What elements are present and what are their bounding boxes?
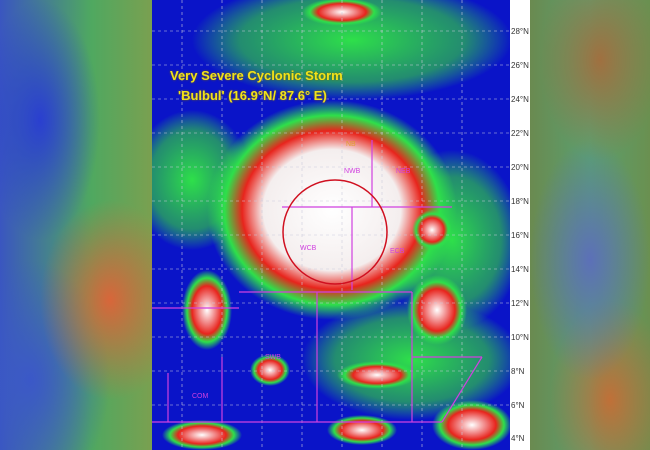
region-label: ECB: [390, 248, 405, 255]
lat-label: 28°N: [511, 27, 529, 36]
storm-title: Very Severe Cyclonic Storm 'Bulbul' (16.…: [170, 66, 343, 106]
cyclone-center-circle: [282, 179, 388, 285]
lat-label: 14°N: [511, 265, 529, 274]
region-label: NWB: [344, 168, 361, 175]
region-label: NEB: [396, 168, 411, 175]
lat-label: 6°N: [511, 401, 525, 410]
lat-lon-grid: [152, 0, 510, 450]
latitude-axis: 28°N 26°N 24°N 22°N 20°N 18°N 16°N 14°N …: [510, 0, 530, 450]
storm-title-line2: 'Bulbul' (16.9°N/ 87.6° E): [178, 88, 327, 103]
lat-label: 22°N: [511, 129, 529, 138]
region-label: NB: [346, 141, 356, 148]
lat-label: 18°N: [511, 197, 529, 206]
lat-label: 10°N: [511, 333, 529, 342]
blurred-background-left: [0, 0, 152, 450]
lat-label: 8°N: [511, 367, 525, 376]
region-label: WCB: [300, 245, 317, 252]
lat-label: 24°N: [511, 95, 529, 104]
region-label: SWB: [265, 354, 281, 361]
lat-label: 4°N: [511, 434, 525, 443]
lat-label: 12°N: [511, 299, 529, 308]
blurred-background-right: [530, 0, 650, 450]
lat-label: 26°N: [511, 61, 529, 70]
sea-region-boundaries: [152, 140, 483, 423]
cloud-cover: [152, 0, 510, 450]
region-label: COM: [192, 393, 209, 400]
lat-label: 16°N: [511, 231, 529, 240]
lat-label: 20°N: [511, 163, 529, 172]
satellite-image: [152, 0, 510, 450]
storm-title-line1: Very Severe Cyclonic Storm: [170, 68, 343, 83]
